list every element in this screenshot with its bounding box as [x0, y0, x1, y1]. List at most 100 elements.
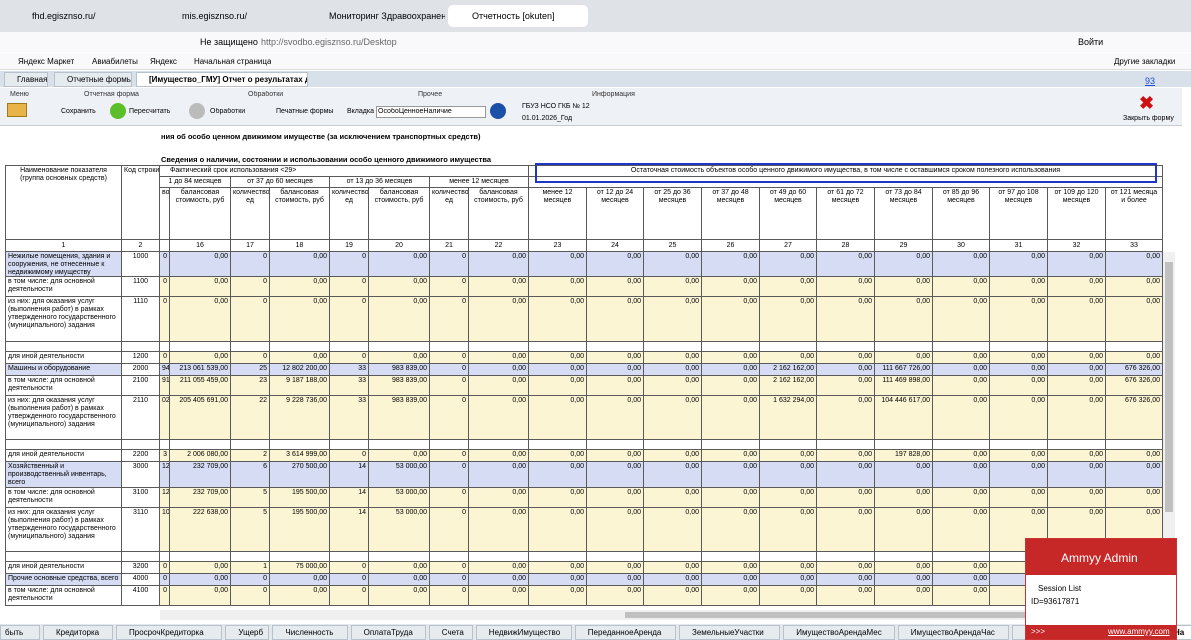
- data-cell: 0,00: [270, 277, 330, 297]
- popup-more[interactable]: >>>: [1031, 627, 1045, 636]
- spacer-cell: [990, 342, 1048, 352]
- column-number: 28: [817, 240, 875, 252]
- data-cell: 0,00: [644, 277, 702, 297]
- row-code: 2110: [122, 396, 160, 440]
- ammyy-popup: Ammyy Admin Session List ID=93617871 >>>…: [1025, 538, 1177, 640]
- data-cell: 0: [430, 450, 469, 462]
- bookmark[interactable]: Начальная страница: [194, 57, 271, 66]
- spacer-cell: [817, 552, 875, 562]
- group-header: Фактический срок использования <29>: [160, 165, 529, 177]
- sheet-tab[interactable]: ЗемельныеУчастки: [679, 625, 780, 640]
- session-id: ID=93617871: [1031, 597, 1079, 606]
- data-cell: 0,00: [587, 352, 644, 364]
- data-cell: 0: [160, 352, 170, 364]
- app-tab[interactable]: Главная: [4, 72, 48, 87]
- data-cell: 0,00: [933, 488, 990, 508]
- data-cell: 9 228 736,00: [270, 396, 330, 440]
- scroll-thumb[interactable]: [1165, 262, 1173, 512]
- spacer-cell: [122, 440, 160, 450]
- column-number: 20: [369, 240, 430, 252]
- spacer-cell: [875, 440, 933, 450]
- data-cell: 0,00: [933, 376, 990, 396]
- data-cell: 0,00: [469, 252, 529, 277]
- sheet-tab[interactable]: Счета: [429, 625, 473, 640]
- data-cell: 0,00: [702, 277, 760, 297]
- subgroup-header: [529, 177, 1163, 188]
- data-cell: 33: [330, 376, 369, 396]
- data-cell: 0,00: [933, 277, 990, 297]
- sheet-tab[interactable]: ИмуществоАрендаЧас: [898, 625, 1010, 640]
- spacer-cell: [330, 552, 369, 562]
- row-code: 1000: [122, 252, 160, 277]
- sheet-tabs: бытьКредиторкаПросрочКредиторкаУщербЧисл…: [0, 624, 1191, 640]
- data-cell: 0,00: [760, 574, 817, 586]
- row-code: 3200: [122, 562, 160, 574]
- horizontal-scrollbar[interactable]: [160, 610, 1163, 620]
- browser-tab[interactable]: Мониторинг Здравоохранени: [305, 5, 445, 27]
- data-cell: 0,00: [644, 352, 702, 364]
- sheet-tab[interactable]: ПросрочКредиторка: [116, 625, 222, 640]
- sheet-tab[interactable]: Кредиторка: [43, 625, 113, 640]
- bookmark[interactable]: Яндекс Маркет: [18, 57, 74, 66]
- data-cell: 2: [231, 450, 270, 462]
- save-button[interactable]: Сохранить: [61, 108, 96, 115]
- data-cell: 232 709,00: [170, 488, 231, 508]
- data-cell: 0,00: [760, 462, 817, 488]
- browser-tab[interactable]: Отчетность [okuten]: [448, 5, 588, 27]
- column-number: 2: [122, 240, 160, 252]
- data-cell: 0,00: [529, 396, 587, 440]
- data-cell: 0,00: [469, 562, 529, 574]
- recalc-button[interactable]: Пересчитать: [129, 108, 170, 115]
- data-cell: 0,00: [702, 508, 760, 552]
- data-cell: 12 802 200,00: [270, 364, 330, 376]
- sheet-tab[interactable]: Ущерб: [225, 625, 269, 640]
- browser-tab[interactable]: fhd.egisznso.ru/: [8, 5, 148, 27]
- data-cell: 0: [160, 297, 170, 342]
- code-header: Код строки: [122, 165, 160, 240]
- sheet-tab[interactable]: Численность: [272, 625, 347, 640]
- bookmark[interactable]: Авиабилеты: [92, 57, 138, 66]
- data-cell: 0,00: [760, 297, 817, 342]
- sheet-tab[interactable]: быть: [0, 625, 40, 640]
- data-cell: 12: [160, 488, 170, 508]
- data-cell: 0,00: [875, 352, 933, 364]
- data-cell: 0,00: [990, 462, 1048, 488]
- spacer-cell: [933, 342, 990, 352]
- spacer-cell: [369, 440, 430, 450]
- sheet-tab[interactable]: ПереданноеАренда: [575, 625, 676, 640]
- data-cell: 1: [231, 562, 270, 574]
- tab-select-value[interactable]: ОсобоЦенноеНаличие: [378, 108, 452, 115]
- row-name: в том числе: для основной деятельности: [5, 376, 122, 396]
- sheet-tab[interactable]: ИмуществоАрендаМес: [783, 625, 895, 640]
- bookmark[interactable]: Яндекс: [150, 57, 177, 66]
- data-cell: 0,00: [170, 277, 231, 297]
- column-header: количество, ед: [430, 188, 469, 240]
- spacer-cell: [760, 552, 817, 562]
- spacer-cell: [702, 440, 760, 450]
- sheet-tab[interactable]: НедвижИмущество: [476, 625, 572, 640]
- data-cell: 0,00: [529, 252, 587, 277]
- data-cell: 2 006 080,00: [170, 450, 231, 462]
- spacer-cell: [933, 552, 990, 562]
- popup-link[interactable]: www.ammyy.com: [1108, 627, 1170, 636]
- data-cell: 0,00: [990, 297, 1048, 342]
- spacer-cell: [587, 342, 644, 352]
- column-header: балансовая стоимость, руб: [369, 188, 430, 240]
- tab-label[interactable]: Вкладка: [347, 108, 374, 115]
- data-cell: 0,00: [1106, 450, 1163, 462]
- spacer-cell: [1106, 440, 1163, 450]
- data-cell: 0,00: [933, 364, 990, 376]
- sheet-tab[interactable]: ОплатаТруда: [351, 625, 426, 640]
- data-cell: 0,00: [933, 252, 990, 277]
- data-cell: 53 000,00: [369, 508, 430, 552]
- app-tab[interactable]: [Имущество_ГМУ] Отчет о результатах д...: [136, 72, 308, 87]
- processing-button[interactable]: Обработки: [210, 108, 245, 115]
- app-tab[interactable]: Отчетные формы: [54, 72, 132, 87]
- print-forms-button[interactable]: Печатные формы: [276, 108, 333, 115]
- column-header: от 121 месяца и более: [1106, 188, 1163, 240]
- data-cell: 0: [330, 574, 369, 586]
- data-cell: 3: [160, 450, 170, 462]
- session-list[interactable]: Session List: [1038, 584, 1081, 593]
- browser-tab[interactable]: mis.egisznso.ru/: [158, 5, 298, 27]
- data-cell: 0: [430, 586, 469, 606]
